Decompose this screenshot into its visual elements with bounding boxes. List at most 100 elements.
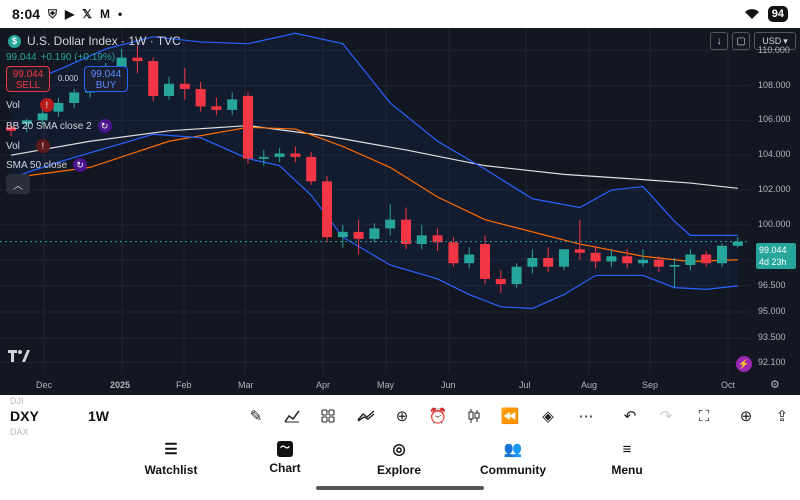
nav-watchlist[interactable]: ☰ Watchlist <box>126 441 216 477</box>
candle <box>53 102 64 112</box>
more-icon[interactable]: ⋯ <box>578 408 594 425</box>
layers-icon[interactable]: ◈ <box>542 408 554 425</box>
candle <box>543 258 554 267</box>
prev-ticker[interactable]: DJI <box>10 396 24 406</box>
pencil-icon[interactable]: ✎ <box>249 408 263 425</box>
ticker-symbol[interactable]: DXY <box>10 408 39 424</box>
candle <box>495 278 506 285</box>
candle <box>148 61 159 96</box>
x-icon: 𝕏 <box>82 7 92 21</box>
price-change: +0.190 (+0.19%) <box>40 52 116 63</box>
candle <box>653 259 664 267</box>
candle <box>179 83 190 89</box>
symbol-title[interactable]: U.S. Dollar Index · 1W · TVC <box>27 34 181 48</box>
candle <box>511 266 522 285</box>
next-ticker[interactable]: DAX <box>10 427 29 437</box>
layout-icon[interactable] <box>318 406 338 426</box>
compare-icon[interactable] <box>356 406 376 426</box>
candle <box>385 219 396 229</box>
indicator-label: SMA 50 close <box>6 159 68 171</box>
community-icon: 👥 <box>503 441 523 458</box>
alert-icon[interactable]: ⏰ <box>428 408 448 425</box>
indicator-label: Vol <box>6 99 20 111</box>
warning-icon[interactable]: ! <box>39 98 54 112</box>
replay-icon[interactable]: ⏪ <box>500 408 520 425</box>
download-button[interactable]: ↓ <box>710 32 728 50</box>
bar-countdown: 4d 23h <box>759 257 787 267</box>
candle <box>243 95 253 159</box>
compass-icon: ◎ <box>392 441 406 458</box>
nav-chart[interactable]: 〜 Chart <box>240 441 330 475</box>
current-price-tag: 99.044 4d 23h <box>756 243 796 269</box>
date-tick-label: Mar <box>238 380 254 390</box>
currency-select[interactable]: USD ▾ <box>754 32 796 50</box>
candle <box>322 181 332 238</box>
date-tick-label: Jul <box>519 380 531 390</box>
candle <box>606 256 617 262</box>
nav-label: Community <box>480 463 546 477</box>
candle <box>732 241 743 246</box>
fullscreen-icon[interactable]: ⛶ <box>698 407 710 425</box>
redo-icon[interactable]: ↷ <box>659 408 673 425</box>
home-indicator[interactable] <box>316 486 484 490</box>
dollar-icon: $ <box>8 34 21 48</box>
candle <box>685 254 696 265</box>
nav-community[interactable]: 👥 Community <box>468 441 558 477</box>
interval-select[interactable]: 1W <box>88 408 109 424</box>
price-change-row: 99.044 +0.190 (+0.19%) <box>6 52 115 63</box>
chevron-up-icon: ︿ <box>13 180 23 192</box>
indicator-bb[interactable]: BB 20 SMA close 2 ↻ <box>6 119 112 133</box>
indicators-icon[interactable] <box>282 406 302 426</box>
buy-button[interactable]: 99.044 BUY <box>84 66 128 92</box>
date-tick-label: Apr <box>316 380 331 390</box>
indicator-label: BB 20 SMA close 2 <box>6 120 92 132</box>
candle <box>6 127 16 131</box>
indicator-vol-1[interactable]: Vol ! <box>6 98 54 112</box>
wifi-icon <box>744 8 760 20</box>
spread-value: 0.000 <box>58 74 79 83</box>
add-alert-icon[interactable]: ⊕ <box>739 408 753 425</box>
clock: 8:04 <box>12 6 41 22</box>
collapse-indicators-button[interactable]: ︿ <box>6 174 30 194</box>
status-bar: 8:04 ⛨ ▶ 𝕏 M • 94 <box>0 0 800 28</box>
settings-icon[interactable]: ⚙ <box>770 379 780 391</box>
price-tick-label: 104.000 <box>758 149 791 160</box>
candle <box>195 88 206 107</box>
candle <box>369 228 380 239</box>
sma-200-line <box>10 124 738 189</box>
candle <box>211 106 222 110</box>
undo-icon[interactable]: ↶ <box>623 408 637 425</box>
arrow-down-icon: ↓ <box>716 35 722 47</box>
candle-type-icon[interactable] <box>464 406 484 426</box>
fit-screen-button[interactable]: ▢ <box>732 32 750 50</box>
add-icon[interactable]: ⊕ <box>395 408 409 425</box>
candle <box>290 153 301 157</box>
nav-label: Chart <box>269 461 301 475</box>
tradingview-logo-icon[interactable] <box>8 349 30 365</box>
nav-label: Menu <box>611 463 643 477</box>
share-icon[interactable]: ⇪ <box>775 408 789 425</box>
chart-area[interactable]: $ U.S. Dollar Index · 1W · TVC 99.044 +0… <box>0 28 800 395</box>
candle <box>401 219 411 245</box>
date-tick-label: Feb <box>176 380 192 390</box>
indicator-sma50[interactable]: SMA 50 close ↻ <box>6 158 88 172</box>
date-tick-label: 2025 <box>110 380 131 390</box>
bollinger-band-fill <box>11 33 738 309</box>
warning-icon[interactable]: ! <box>35 139 50 153</box>
nav-menu[interactable]: ≡ Menu <box>582 441 672 477</box>
candle <box>132 57 143 62</box>
lightning-icon[interactable]: ⚡ <box>736 356 752 372</box>
symbol-header[interactable]: $ U.S. Dollar Index · 1W · TVC <box>8 34 181 48</box>
sma-50-line <box>10 126 738 263</box>
candle <box>306 156 317 182</box>
candle <box>353 231 364 239</box>
nav-explore[interactable]: ◎ Explore <box>354 441 444 477</box>
price-tick-label: 100.000 <box>758 218 791 229</box>
buy-price: 99.044 <box>90 69 122 80</box>
sell-price: 99.044 <box>12 69 44 80</box>
candle <box>717 245 727 264</box>
sell-button[interactable]: 99.044 SELL <box>6 66 50 92</box>
indicator-vol-2[interactable]: Vol ! <box>6 139 50 153</box>
date-tick-label: May <box>377 380 395 390</box>
candle <box>527 258 538 267</box>
